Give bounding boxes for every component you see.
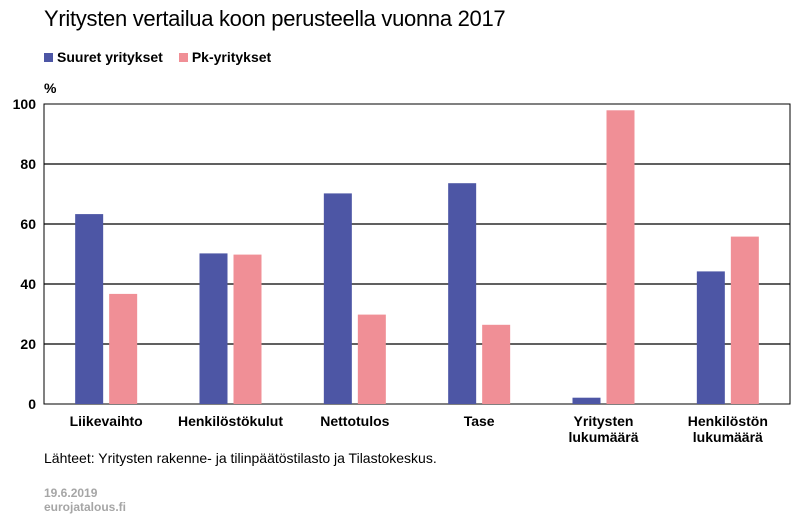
bar-sme xyxy=(357,314,386,404)
bar-sme xyxy=(109,293,138,404)
y-axis-unit: % xyxy=(44,80,57,96)
plot-frame xyxy=(43,103,791,405)
bar-sme xyxy=(233,254,262,404)
chart-title: Yritysten vertailua koon perusteella vuo… xyxy=(44,6,506,31)
legend: Suuret yritykset Pk-yritykset xyxy=(44,49,287,65)
x-tick-label: Nettotulos xyxy=(320,413,389,429)
bar-large-companies xyxy=(199,253,228,404)
y-tick-label: 60 xyxy=(20,216,36,232)
bar-large-companies xyxy=(323,193,352,404)
bar-large-companies xyxy=(696,271,725,404)
legend-item-sme: Pk-yritykset xyxy=(178,49,272,65)
bar-large-companies xyxy=(75,214,104,404)
bar-sme xyxy=(482,324,511,404)
bar-large-companies xyxy=(572,397,601,404)
x-tick-label: Henkilöstön xyxy=(688,413,768,429)
y-tick-label: 20 xyxy=(20,336,36,352)
source-note: Lähteet: Yritysten rakenne- ja tilinpäät… xyxy=(44,450,437,466)
y-tick-label: 40 xyxy=(20,276,36,292)
legend-label-sme: Pk-yritykset xyxy=(191,49,272,65)
legend-swatch-sme xyxy=(178,52,188,62)
x-tick-label: Tase xyxy=(464,413,495,429)
x-tick-label: lukumäärä xyxy=(693,429,763,445)
site-name: eurojatalous.fi xyxy=(44,500,127,514)
x-tick-label: Yritysten xyxy=(574,413,634,429)
bar-sme xyxy=(730,236,759,404)
y-tick-label: 100 xyxy=(13,96,37,112)
legend-item-large: Suuret yritykset xyxy=(44,49,163,65)
y-tick-label: 80 xyxy=(20,156,36,172)
x-tick-label: Henkilöstökulut xyxy=(178,413,283,429)
x-tick-label: Liikevaihto xyxy=(70,413,143,429)
legend-swatch-large xyxy=(44,52,53,62)
publish-date: 19.6.2019 xyxy=(44,486,98,500)
bar-large-companies xyxy=(448,183,477,404)
bar-sme xyxy=(606,110,635,405)
legend-label-large: Suuret yritykset xyxy=(57,49,163,65)
y-tick-label: 0 xyxy=(28,396,36,412)
x-tick-label: lukumäärä xyxy=(568,429,638,445)
